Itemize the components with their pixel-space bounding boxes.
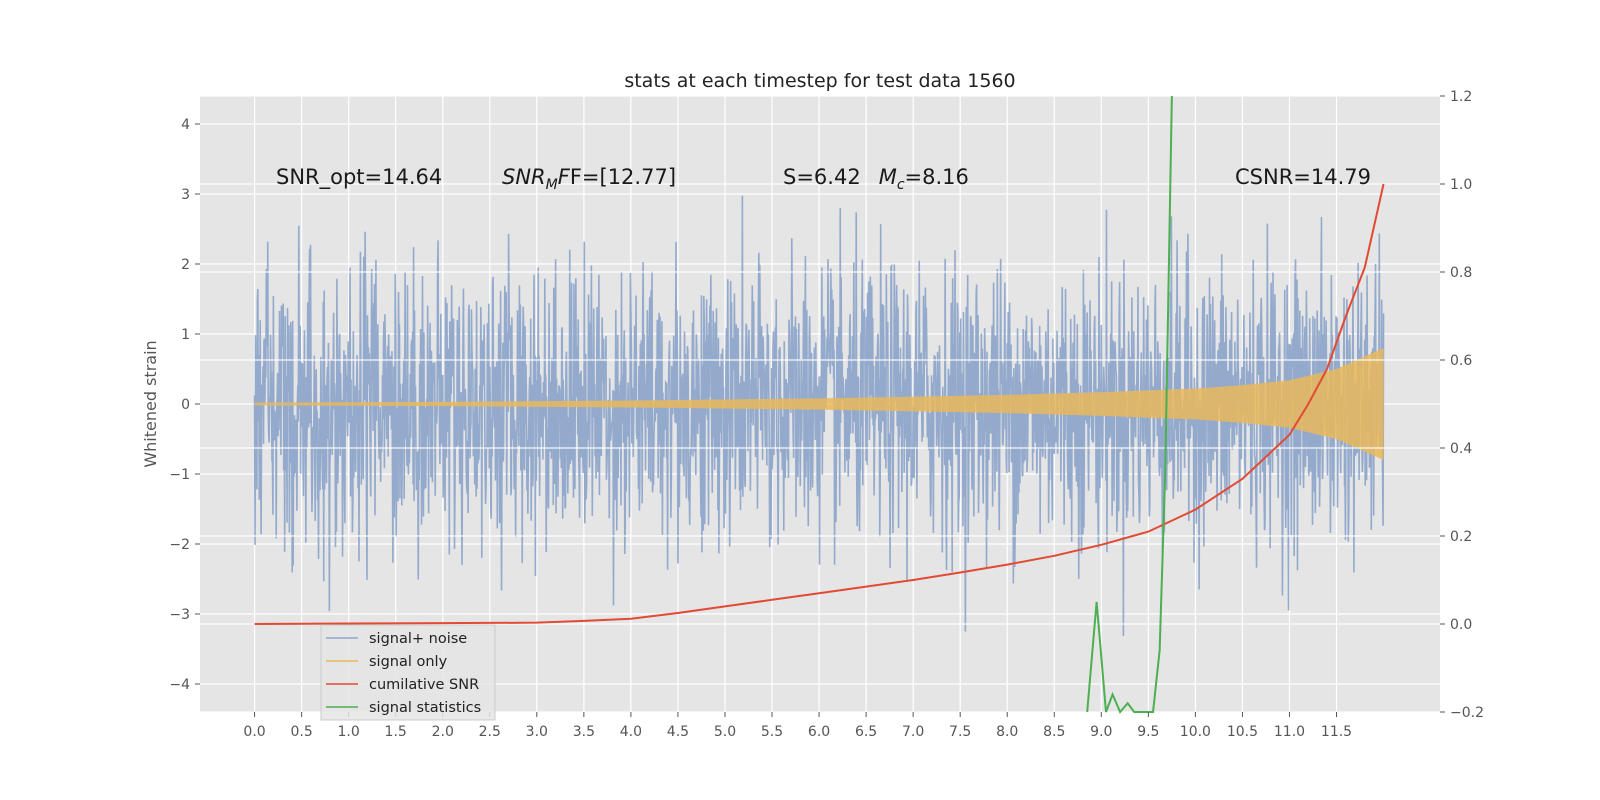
x-tick-label-23: 11.5 bbox=[1321, 724, 1352, 740]
legend-label-signal-statistics: signal statistics bbox=[369, 700, 481, 716]
y2-tick-label-5: 0.2 bbox=[1450, 529, 1472, 545]
annotation-mc-value: =8.16 bbox=[905, 165, 969, 189]
x-tick-label-20: 10.0 bbox=[1180, 724, 1211, 740]
annotation-csnr: CSNR=14.79 bbox=[1235, 165, 1371, 189]
legend-item-cumulative-snr: cumilative SNR bbox=[326, 677, 479, 693]
x-tick-label-19: 9.5 bbox=[1137, 724, 1159, 740]
x-tick-label-14: 7.0 bbox=[902, 724, 924, 740]
annotation-s-mc: S=6.42 Mc=8.16 bbox=[783, 165, 969, 193]
y2-tick-label-0: 1.2 bbox=[1450, 89, 1472, 105]
x-axis-ticks: 0.0 0.5 1.0 1.5 2.0 2.5 3.0 3.5 4.0 4.5 5.0 5.5 6.0 6… bbox=[243, 712, 1352, 740]
x-tick-label-10: 5.0 bbox=[714, 724, 736, 740]
annotation-m-sub: c bbox=[897, 177, 905, 193]
y2-tick-label-3: 0.6 bbox=[1450, 353, 1472, 369]
x-tick-label-5: 2.5 bbox=[479, 724, 501, 740]
y-tick-label-6: −2 bbox=[169, 537, 190, 553]
y-tick-label-5: −1 bbox=[169, 467, 190, 483]
y2-tick-label-4: 0.4 bbox=[1450, 441, 1472, 457]
annotation-snr-mf: SNRMFF=[12.77] bbox=[502, 165, 676, 193]
x-tick-label-22: 11.0 bbox=[1274, 724, 1305, 740]
signal-noise-line bbox=[253, 195, 1385, 637]
legend-label-signal-noise: signal+ noise bbox=[369, 631, 467, 647]
legend-label-cumulative-snr: cumilative SNR bbox=[369, 677, 479, 693]
signal-only-area bbox=[254, 348, 1384, 460]
legend-item-signal-statistics: signal statistics bbox=[326, 700, 481, 716]
x-tick-label-7: 3.5 bbox=[573, 724, 595, 740]
signal-statistics-line bbox=[1086, 95, 1173, 714]
x-tick-label-17: 8.5 bbox=[1043, 724, 1065, 740]
signal-noise-series bbox=[253, 195, 1385, 637]
y-tick-label-0: 4 bbox=[181, 117, 190, 133]
annotation-snr-mf-prefix: SNR bbox=[502, 165, 546, 189]
y-tick-label-4: 0 bbox=[181, 397, 190, 413]
x-tick-label-0: 0.0 bbox=[243, 724, 265, 740]
x-tick-label-15: 7.5 bbox=[949, 724, 971, 740]
legend-item-signal-noise: signal+ noise bbox=[326, 631, 467, 647]
y-tick-label-1: 3 bbox=[181, 187, 190, 203]
legend-item-signal-only: signal only bbox=[326, 654, 448, 670]
y-axis-ticks: 4 3 2 1 0 −1 −2 −3 −4 bbox=[169, 117, 200, 693]
legend: signal+ noise signal only cumilative SNR… bbox=[320, 624, 496, 721]
x-tick-label-18: 9.0 bbox=[1090, 724, 1112, 740]
y-tick-label-2: 2 bbox=[181, 257, 190, 273]
annotations: SNR_opt=14.64 SNRMFF=[12.77] S=6.42 Mc=8.… bbox=[276, 165, 1371, 193]
x-tick-label-3: 1.5 bbox=[385, 724, 407, 740]
annotation-snr-opt: SNR_opt=14.64 bbox=[276, 165, 442, 190]
y-tick-label-8: −4 bbox=[169, 677, 190, 693]
signal-only-series bbox=[254, 348, 1384, 460]
y-tick-label-7: −3 bbox=[169, 607, 190, 623]
y2-tick-label-1: 1.0 bbox=[1450, 177, 1472, 193]
annotation-snr-mf-suffix: F=[12.77] bbox=[570, 165, 676, 189]
y2-tick-label-7: −0.2 bbox=[1450, 705, 1484, 721]
x-tick-label-16: 8.0 bbox=[996, 724, 1018, 740]
legend-label-signal-only: signal only bbox=[369, 654, 448, 670]
annotation-s: S=6.42 bbox=[783, 165, 861, 189]
y2-tick-label-2: 0.8 bbox=[1450, 265, 1472, 281]
x-tick-label-4: 2.0 bbox=[432, 724, 454, 740]
annotation-snr-mf-f: F bbox=[558, 165, 571, 189]
annotation-snr-mf-sub: M bbox=[546, 177, 558, 193]
y2-axis-ticks: 1.2 1.0 0.8 0.6 0.4 0.2 0.0 −0.2 bbox=[1440, 89, 1484, 721]
cumulative-snr-series bbox=[254, 183, 1385, 625]
x-tick-label-13: 6.5 bbox=[855, 724, 877, 740]
annotation-m: M bbox=[879, 165, 897, 189]
x-tick-label-6: 3.0 bbox=[526, 724, 548, 740]
legend-box bbox=[320, 624, 496, 721]
signal-statistics-series bbox=[1086, 95, 1173, 714]
x-tick-label-21: 10.5 bbox=[1227, 724, 1258, 740]
chart-title: stats at each timestep for test data 156… bbox=[624, 70, 1015, 92]
y2-tick-label-6: 0.0 bbox=[1450, 617, 1472, 633]
y-tick-label-3: 1 bbox=[181, 327, 190, 343]
x-tick-label-8: 4.0 bbox=[620, 724, 642, 740]
x-tick-label-1: 0.5 bbox=[290, 724, 312, 740]
cumulative-snr-line bbox=[254, 183, 1385, 625]
x-tick-label-2: 1.0 bbox=[338, 724, 360, 740]
x-tick-label-11: 5.5 bbox=[761, 724, 783, 740]
x-tick-label-12: 6.0 bbox=[808, 724, 830, 740]
y-axis-label: Whitened strain bbox=[141, 340, 160, 467]
x-tick-label-9: 4.5 bbox=[667, 724, 689, 740]
